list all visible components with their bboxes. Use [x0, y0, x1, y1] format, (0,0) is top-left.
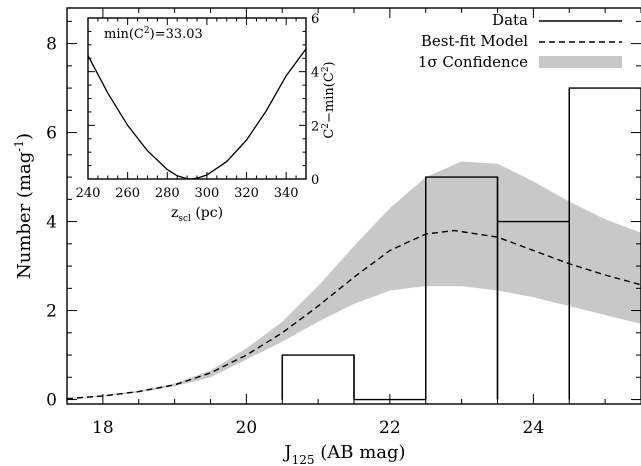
y-tick-label: 0: [46, 391, 57, 411]
inset-plot: 240 260 280 300 320 340 0 2 4 6 min(C2)=33.03 zsc…: [76, 12, 337, 224]
legend-label-data: Data: [492, 11, 528, 29]
inset-x-tick-label: 320: [234, 186, 259, 201]
legend-swatch-confidence: [539, 56, 622, 68]
x-tick-label: 22: [379, 418, 401, 438]
x-tick-label: 24: [523, 418, 545, 438]
inset-tick-labels: 240 260 280 300 320 340 0 2 4 6: [76, 12, 320, 201]
legend: Data Best-fit Model 1σ Confidence: [418, 11, 622, 71]
inset-y-tick-label: 2: [311, 119, 319, 134]
y-tick-label: 4: [46, 213, 57, 233]
inset-y-tick-label: 4: [311, 66, 319, 81]
y-tick-label: 8: [46, 35, 57, 55]
histogram-layer: [281, 87, 641, 401]
y-tick-label: 2: [46, 302, 57, 322]
main-plot-frame: [66, 7, 641, 405]
x-tick-label: 18: [92, 418, 114, 438]
inset-annotation: min(C2)=33.03: [104, 26, 203, 42]
inset-x-axis-label: zscl (pc): [171, 205, 223, 224]
inset-y-axis-label: C2−min(C2): [321, 61, 337, 138]
x-tick-label: 20: [236, 418, 258, 438]
inset-curve: [88, 48, 306, 179]
inset-y-tick-label: 0: [311, 173, 319, 188]
inset-curve-layer: [88, 48, 306, 179]
inset-x-tick-label: 280: [155, 186, 180, 201]
y-tick-label: 6: [46, 124, 57, 144]
legend-label-confidence: 1σ Confidence: [418, 53, 528, 71]
inset-x-tick-label: 260: [115, 186, 140, 201]
inset-x-tick-label: 300: [194, 186, 219, 201]
main-x-axis-label: J125 (AB mag): [282, 442, 405, 466]
inset-x-tick-label: 240: [76, 186, 101, 201]
inset-ticks: [87, 17, 307, 180]
legend-label-model: Best-fit Model: [421, 32, 528, 50]
main-ticks: [66, 8, 641, 404]
inset-background: [88, 18, 306, 179]
inset-y-tick-label: 6: [311, 12, 319, 27]
main-y-axis-label: Number (mag-1): [12, 133, 35, 279]
inset-x-tick-label: 340: [274, 186, 299, 201]
